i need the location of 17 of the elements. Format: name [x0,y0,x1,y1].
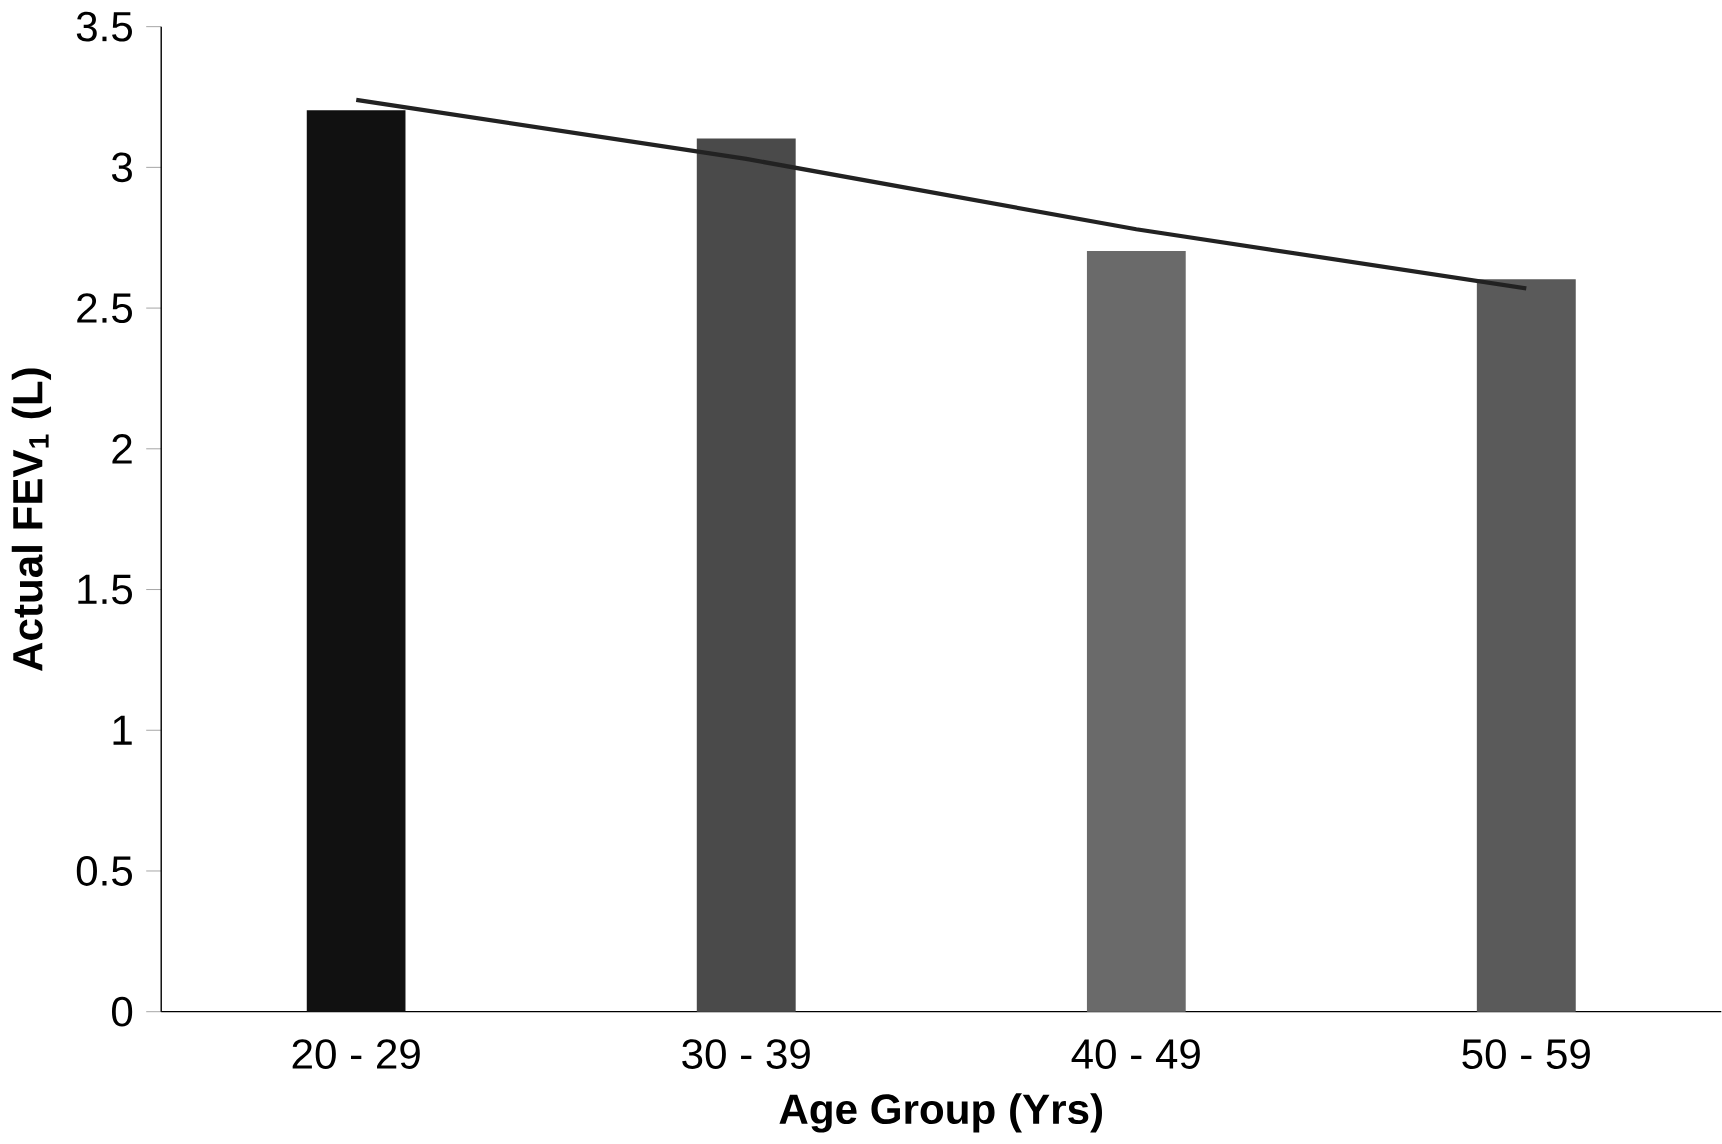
y-tick-label: 1.5 [78,574,132,605]
x-axis-title: Age Group (Yrs) [779,1092,1102,1133]
y-axis-title: Actual FEV$_{1}$ (L) [11,368,52,671]
line-series [354,97,1529,291]
y-tick-label: 3 [111,152,132,183]
x-tick-label: 30 - 39 [682,1038,810,1069]
x-tick-label: 40 - 49 [1071,1038,1200,1069]
bar [1476,279,1576,1012]
y-tick-label: 0.5 [76,855,132,886]
y-tick-label: 2 [112,433,132,464]
y-tick-label: 1 [113,715,132,745]
y-tick-label: 3.5 [76,11,132,42]
y-tick-label: 2.5 [77,293,132,323]
x-tick-label: 20 - 29 [292,1038,420,1069]
y-tick-label: 0 [111,996,133,1027]
bar [696,138,796,1012]
x-tick-label: 50 - 59 [1462,1038,1590,1069]
